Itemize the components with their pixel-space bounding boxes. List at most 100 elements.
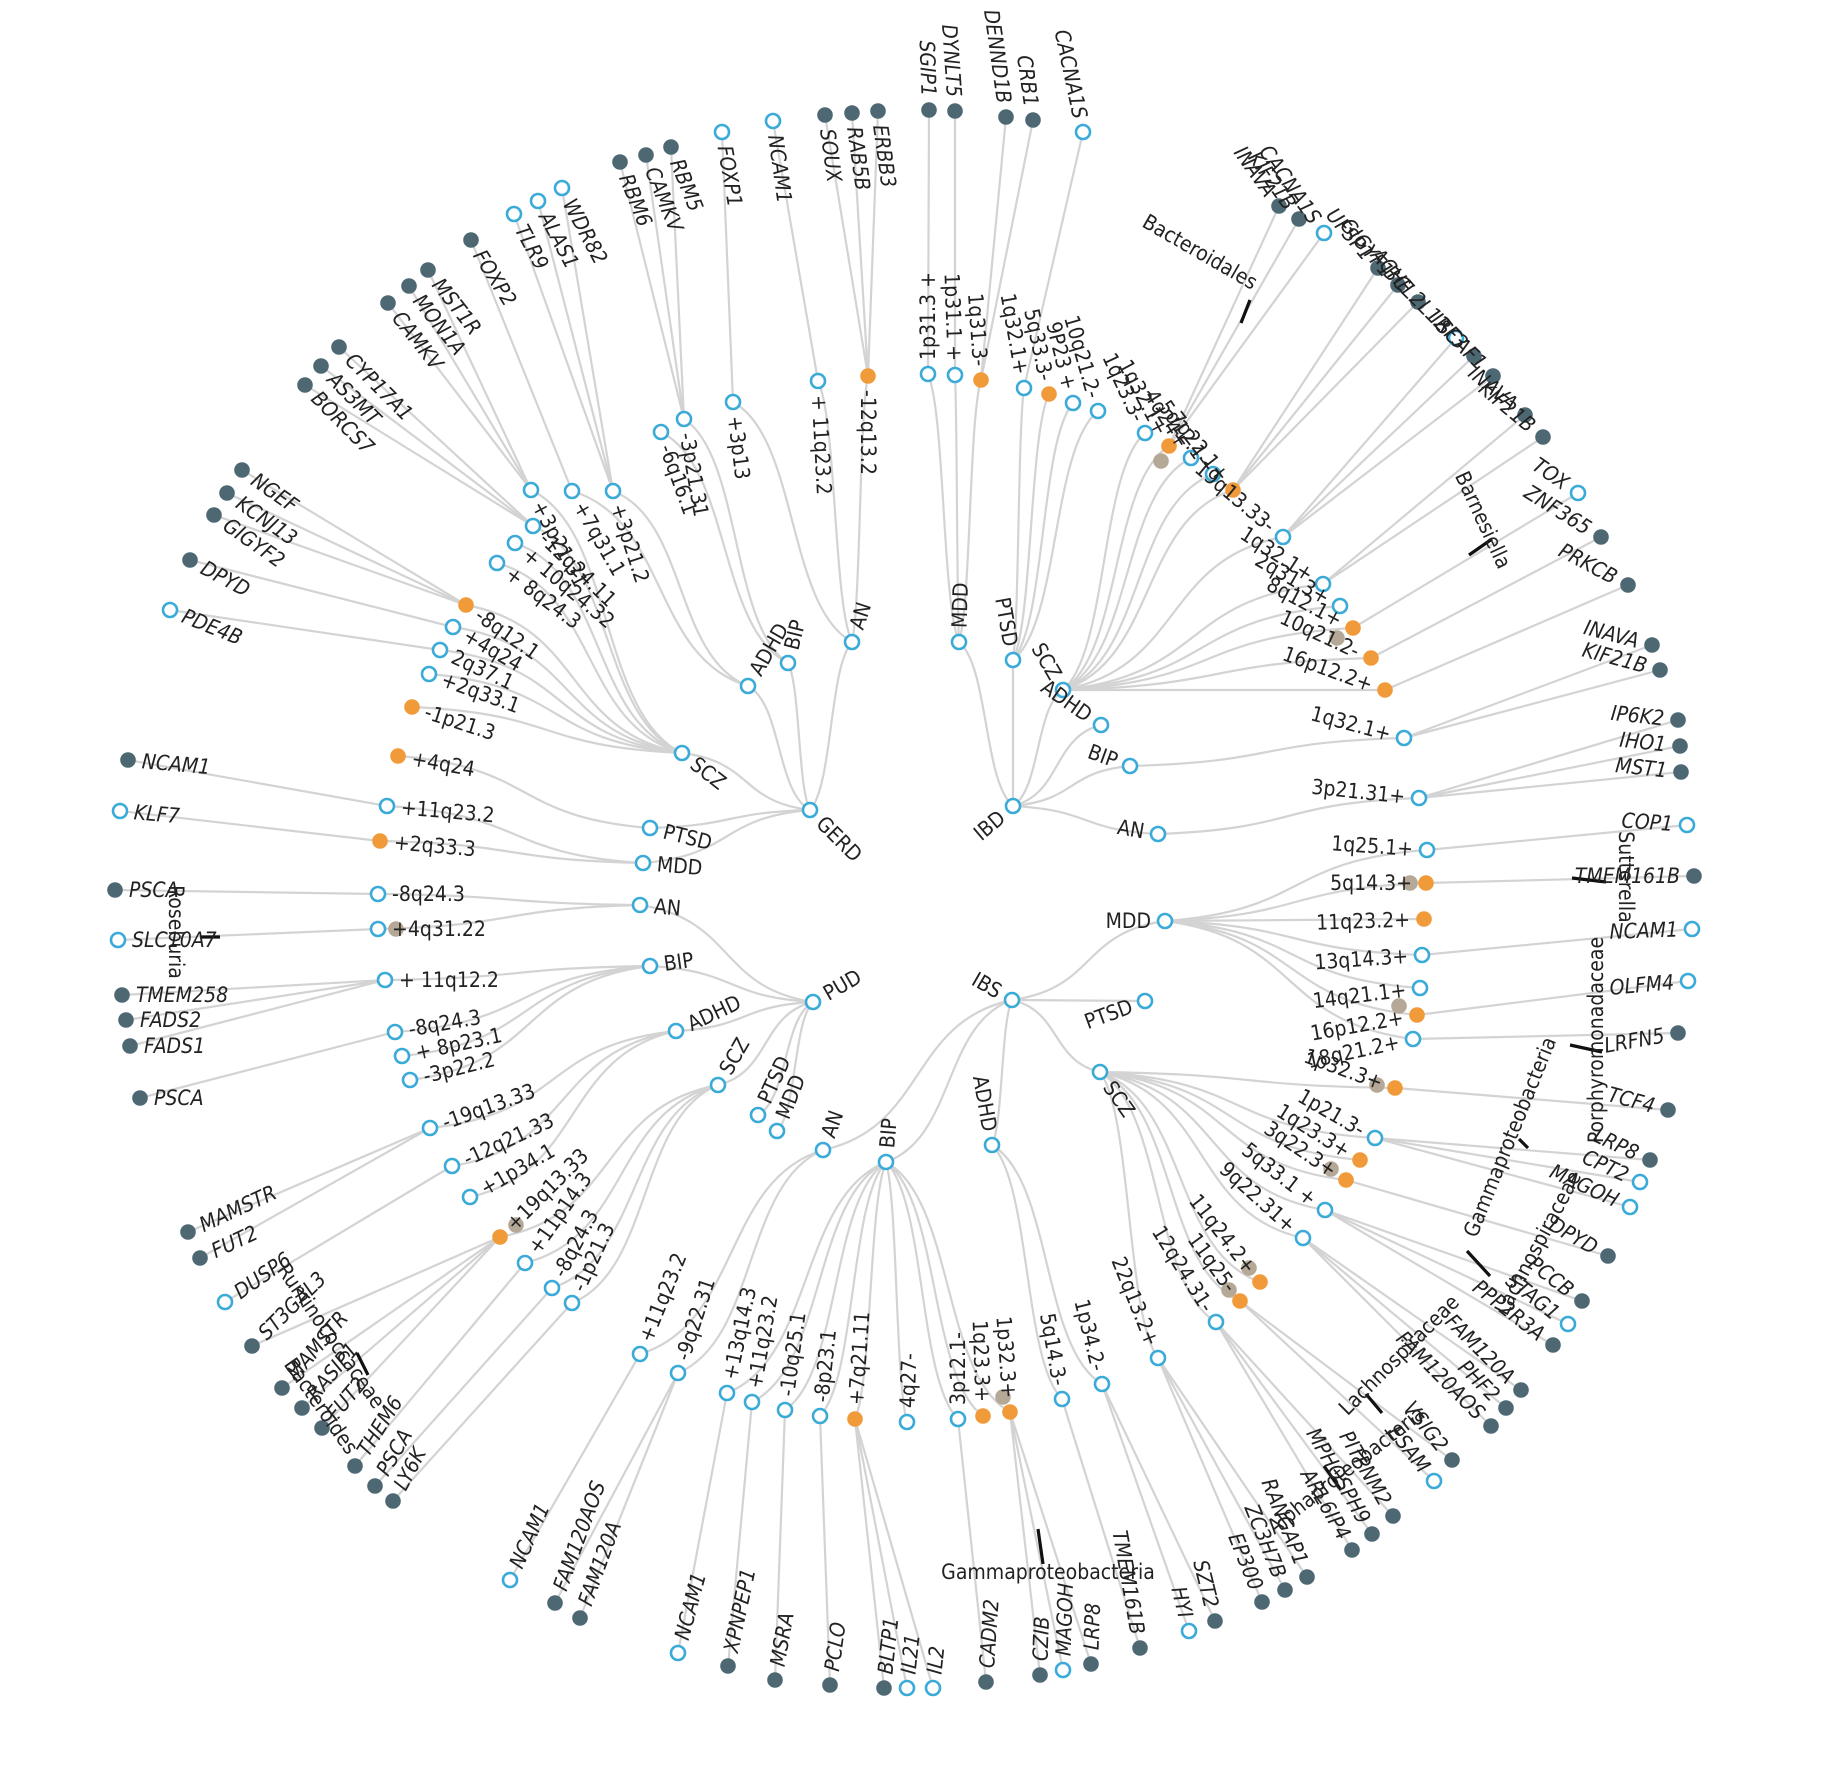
gene-node bbox=[1621, 1198, 1639, 1216]
locus-node bbox=[563, 1294, 581, 1312]
edge-gene bbox=[726, 1401, 754, 1667]
group-node-pud-ptsd bbox=[749, 1106, 767, 1124]
edge-gene bbox=[979, 119, 1035, 381]
edge-locus bbox=[439, 648, 683, 755]
taxon-label: Bacteroidales bbox=[1138, 210, 1261, 295]
gene-label: OLFM4 bbox=[1609, 970, 1675, 1000]
edge-locus bbox=[1164, 848, 1428, 923]
gene-node bbox=[898, 1679, 916, 1697]
locus-node bbox=[1232, 1293, 1248, 1309]
taxon-tick bbox=[355, 1352, 370, 1376]
edge-gene bbox=[119, 809, 381, 843]
edge-gene bbox=[1418, 744, 1681, 800]
locus-node bbox=[847, 1411, 863, 1427]
edge-gene bbox=[1215, 1321, 1353, 1551]
group-label-pud-an: AN bbox=[653, 894, 682, 920]
locus-node bbox=[1352, 1152, 1368, 1168]
edge-ibs-bip bbox=[885, 998, 1013, 1164]
edge-locus bbox=[1062, 626, 1354, 692]
gene-label: LRP8 bbox=[1079, 1603, 1105, 1651]
edge-gene bbox=[125, 978, 386, 1022]
root-node-ibs bbox=[1003, 991, 1021, 1009]
locus-node bbox=[1345, 620, 1361, 636]
locus-node bbox=[1411, 979, 1429, 997]
edge-gene bbox=[408, 285, 532, 491]
locus-node bbox=[1316, 1201, 1334, 1219]
locus-label: 1p32.3+ bbox=[991, 1315, 1021, 1398]
edge-gene bbox=[224, 1165, 453, 1303]
gene-label: TMEM161B bbox=[1575, 864, 1680, 888]
edge-locus bbox=[1164, 919, 1414, 1041]
edge-gene bbox=[536, 200, 615, 492]
edge-locus bbox=[1099, 1070, 1347, 1182]
edge-gene bbox=[1008, 1411, 1042, 1676]
gene-label: DYNLT5 bbox=[937, 23, 966, 97]
locus-node bbox=[1274, 528, 1292, 546]
edge-gene bbox=[1168, 232, 1325, 447]
gene-node bbox=[1132, 1640, 1148, 1656]
edge-gene bbox=[1232, 267, 1379, 491]
locus-label: 1q23.3+ bbox=[968, 1320, 995, 1403]
edge-locus bbox=[726, 1160, 887, 1395]
locus-node bbox=[1331, 597, 1349, 615]
locus-node bbox=[811, 1407, 829, 1425]
locus-node bbox=[431, 641, 449, 659]
gene-node bbox=[294, 1400, 310, 1416]
locus-node bbox=[522, 481, 540, 499]
gene-node bbox=[314, 1420, 330, 1436]
locus-label: 1q31.3- bbox=[963, 292, 992, 366]
gene-node bbox=[313, 358, 329, 374]
edge-gene bbox=[1324, 1209, 1554, 1346]
gene-label: TCF4 bbox=[1605, 1082, 1657, 1118]
edge-locus bbox=[1129, 736, 1405, 768]
gene-node bbox=[669, 1644, 687, 1662]
gene-node bbox=[1180, 1622, 1198, 1640]
locus-node bbox=[461, 1188, 479, 1206]
edge-gene bbox=[427, 269, 532, 491]
locus-tan-node bbox=[1221, 1282, 1237, 1298]
gene-label: KLF7 bbox=[133, 800, 181, 828]
edge-locus bbox=[850, 375, 870, 643]
edge-locus bbox=[1099, 1071, 1159, 1359]
locus-label: 1p31.3 + bbox=[916, 272, 940, 360]
locus-node bbox=[1002, 1404, 1018, 1420]
gene-label: CACNA1S bbox=[1050, 27, 1092, 120]
edge-locus bbox=[465, 603, 683, 755]
edge-locus bbox=[1062, 432, 1146, 691]
gene-node bbox=[1498, 1400, 1514, 1416]
taxon-tick bbox=[1571, 876, 1607, 884]
edge-gene bbox=[1370, 536, 1602, 659]
edge-locus bbox=[1099, 1070, 1396, 1090]
group-node-ibd-scz bbox=[1054, 681, 1072, 699]
edge-locus bbox=[784, 1161, 887, 1411]
edge-locus bbox=[571, 489, 749, 688]
gene-label: NCAM1 bbox=[505, 1500, 555, 1572]
edge-gene bbox=[1101, 1383, 1216, 1622]
node-layer bbox=[107, 102, 1702, 1697]
edge-ibs-mdd bbox=[1011, 919, 1166, 1002]
edge-gene bbox=[241, 469, 467, 606]
locus-node bbox=[1410, 789, 1428, 807]
gene-node bbox=[764, 112, 782, 130]
edge-gene bbox=[114, 888, 379, 896]
edge-gene bbox=[1418, 770, 1682, 800]
gene-node bbox=[1025, 112, 1041, 128]
root-node-ibd bbox=[1004, 797, 1022, 815]
taxon-tick bbox=[1364, 1392, 1384, 1415]
edge-locus bbox=[1062, 582, 1324, 692]
gene-node bbox=[182, 552, 198, 568]
edge-gene bbox=[1232, 301, 1419, 491]
group-node-gerd-adhd bbox=[739, 677, 757, 695]
edge-gene bbox=[226, 492, 467, 606]
gene-node bbox=[1254, 1594, 1270, 1610]
gene-label: PCLO bbox=[820, 1620, 851, 1672]
edge-locus bbox=[1099, 1070, 1261, 1284]
edge-gene bbox=[354, 1262, 526, 1467]
locus-node bbox=[1395, 729, 1413, 747]
edge-gene bbox=[387, 302, 532, 491]
edge-gene bbox=[1060, 1398, 1142, 1649]
edge-locus bbox=[1099, 1070, 1361, 1162]
locus-node bbox=[860, 368, 876, 384]
edge-gene bbox=[1239, 1300, 1435, 1482]
locus-tan-node bbox=[1241, 1260, 1257, 1276]
